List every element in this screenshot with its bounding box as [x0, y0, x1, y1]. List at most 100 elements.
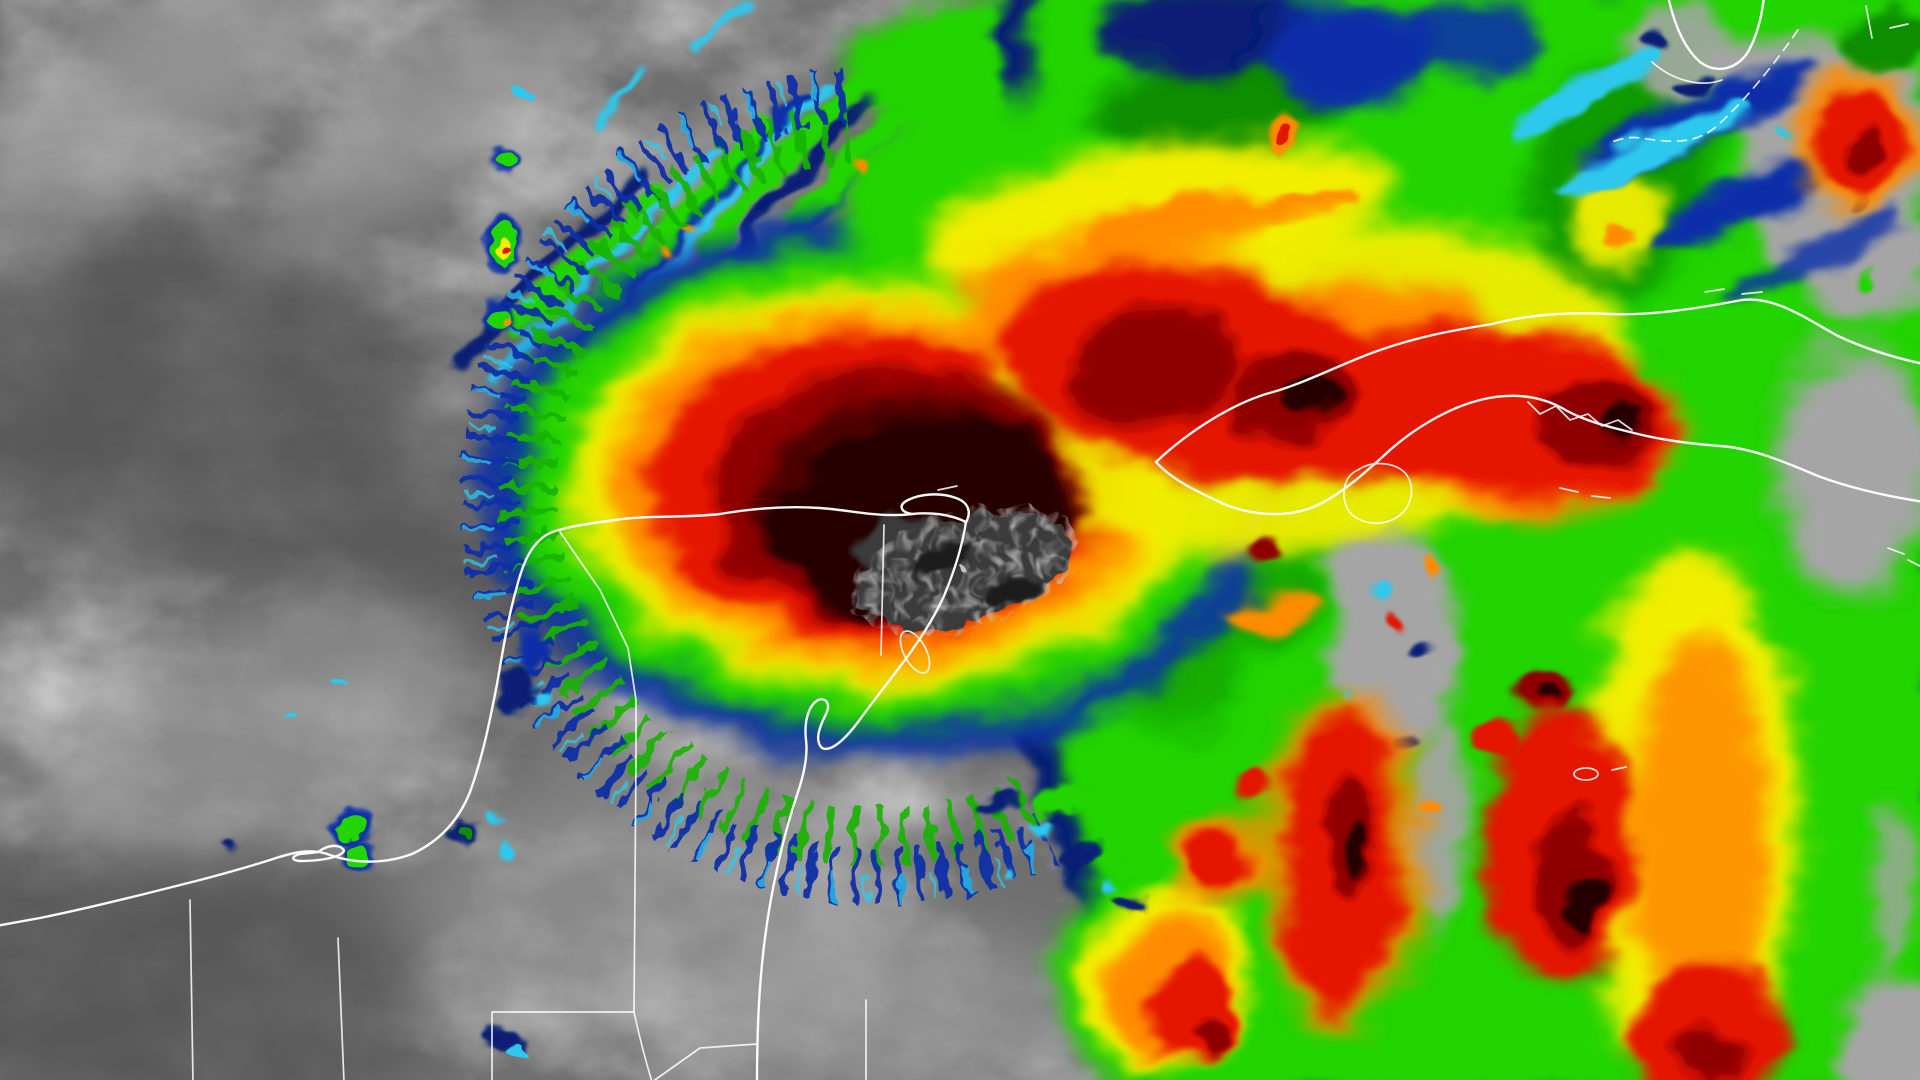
navy-patch	[1255, 0, 1435, 110]
orange-speck	[858, 163, 872, 177]
cuba-cays	[1559, 288, 1920, 567]
zapata-peninsula	[1527, 401, 1633, 431]
island-isla-de-la-juventud	[1343, 462, 1413, 524]
islet-dash	[937, 485, 958, 491]
satellite-cell-red	[1190, 822, 1250, 898]
cyan-patch	[498, 841, 516, 859]
green-spike-ring	[499, 104, 1170, 866]
cell-hot-dot	[505, 248, 513, 256]
red-dot	[1242, 770, 1274, 802]
orange-speck	[1422, 560, 1442, 580]
coastline-yucatan	[0, 485, 970, 1080]
cloud-wisp	[0, 0, 336, 233]
cloud-wisp	[268, 0, 592, 252]
blue-streak	[1727, 213, 1913, 297]
cloud-shadow	[0, 850, 440, 1080]
red-speck	[1390, 619, 1406, 635]
right-edge-gray	[1777, 345, 1920, 595]
navy-dot	[221, 839, 235, 853]
cell-core	[456, 828, 472, 842]
cyan-speck	[1782, 117, 1798, 133]
red-speck	[1255, 538, 1291, 566]
cuba-dark-red-core	[1545, 375, 1655, 465]
coastline-florida	[1611, 0, 1909, 143]
cuba-north-coast	[1154, 298, 1920, 464]
speckle-cyan	[1004, 864, 1016, 876]
state-borders	[189, 524, 885, 1080]
cell-core	[346, 848, 368, 866]
cloud-wisp	[49, 602, 471, 858]
coastline-cuba	[1154, 288, 1920, 567]
speckle-navy	[981, 788, 1019, 812]
cell-core	[339, 816, 365, 840]
cuba-dark-red-core	[1066, 312, 1234, 428]
green-speck	[1861, 273, 1879, 291]
convective-cells	[221, 91, 1162, 1057]
orange-dot	[1608, 228, 1632, 252]
cloud-wisp	[700, 920, 1100, 1080]
border-yucatan-campeche	[559, 531, 637, 758]
speckle-cyan	[1102, 877, 1118, 893]
orange-speck	[1419, 791, 1437, 809]
orange-streak	[1240, 197, 1360, 227]
speckle-green	[1032, 782, 1088, 818]
island-cayman-dash	[1611, 766, 1627, 771]
terminos-lagoon	[292, 844, 346, 863]
border-tabasco	[189, 899, 194, 1080]
orange-column	[1628, 640, 1772, 1050]
navy-cell	[1639, 32, 1671, 52]
border-chiapas	[337, 937, 345, 1080]
bottom-center-cluster	[1053, 770, 1277, 1080]
florida-peninsula-tip	[1667, 0, 1765, 71]
cell-hot-dot	[501, 317, 511, 327]
straits-blue-streaks	[1500, 7, 1920, 297]
border-yucatan-qroo	[880, 524, 885, 656]
dark-green-corner	[1835, 7, 1920, 63]
red-cell-dot	[1286, 127, 1298, 139]
green-speck	[1312, 680, 1332, 700]
island-cozumel	[899, 630, 931, 674]
south-convection	[1255, 62, 1918, 1080]
moat-orange-patch	[1220, 590, 1316, 630]
cuba-blackest-core	[1284, 380, 1336, 416]
coast-catoche-hook	[900, 493, 970, 524]
outflow-stripe	[686, 1, 749, 49]
florida-bay-shore	[1651, 61, 1723, 84]
navy-speck	[1412, 642, 1428, 658]
gray-streak	[1862, 800, 1914, 960]
cuba-convection	[970, 221, 1675, 710]
cell-core	[496, 153, 514, 171]
bahamas-bank-dashes	[1865, 5, 1909, 39]
border-campeche-qroo	[491, 756, 637, 1080]
red-cell	[1471, 715, 1523, 751]
cyan-dash	[286, 709, 300, 715]
cyan-streak	[1500, 50, 1660, 140]
cyan-speck	[1371, 591, 1389, 609]
blackest-core	[1570, 878, 1600, 934]
cyan-dash	[510, 1047, 530, 1057]
cuba-south-coast	[1154, 394, 1920, 516]
blue-squiggle	[484, 1027, 526, 1053]
outflow-stripe	[596, 68, 656, 126]
orange-speck	[650, 250, 660, 260]
cyan-patch	[532, 690, 552, 710]
border-belize	[633, 1011, 758, 1080]
speckle-navy	[1112, 897, 1148, 913]
orange-speck	[689, 214, 701, 226]
cluster-red	[1150, 962, 1234, 1062]
dark-red-core	[1676, 1026, 1748, 1080]
eye-dark-blotch	[982, 577, 1038, 607]
cyan-dash	[511, 91, 529, 99]
coastline-cayman	[1573, 766, 1627, 781]
blackest-core	[1347, 816, 1373, 876]
cyan-streak	[1555, 101, 1755, 199]
cyan-patch	[484, 812, 500, 828]
maroon-cell-core	[1536, 681, 1560, 699]
corner-gray	[1835, 968, 1920, 1080]
navy-patch	[1400, 0, 1540, 80]
coast-yucatan-north-west	[0, 506, 968, 927]
south-of-cuba-gray	[1330, 528, 1462, 759]
